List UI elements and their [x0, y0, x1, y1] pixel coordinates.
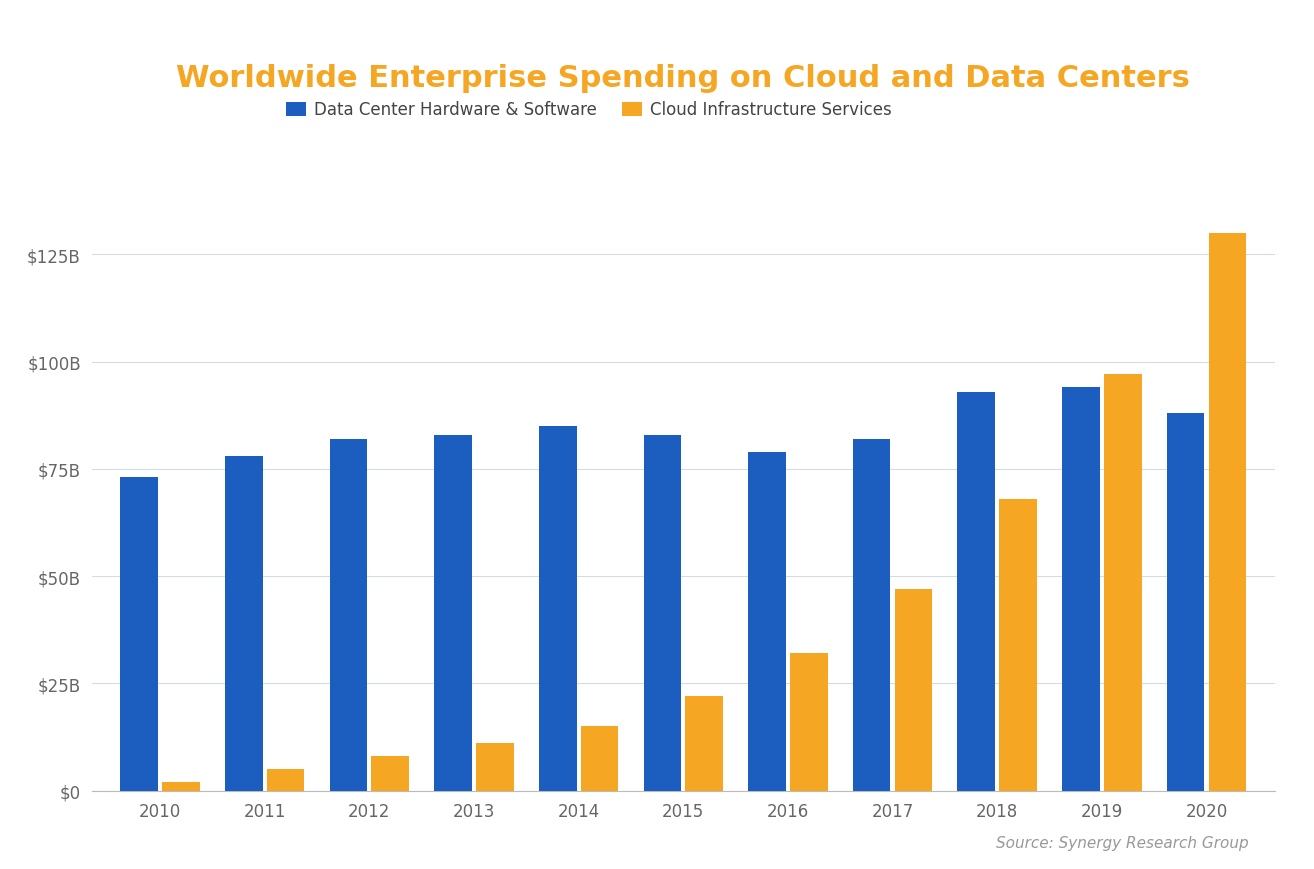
Bar: [1000, 500, 1037, 791]
Bar: [853, 440, 891, 791]
Bar: [225, 456, 263, 791]
Bar: [644, 435, 681, 791]
Text: Source: Synergy Research Group: Source: Synergy Research Group: [996, 835, 1248, 850]
Bar: [121, 478, 158, 791]
Bar: [539, 427, 577, 791]
Bar: [162, 782, 200, 791]
Bar: [476, 744, 514, 791]
Bar: [1062, 388, 1100, 791]
Bar: [434, 435, 472, 791]
Bar: [1104, 375, 1142, 791]
Bar: [581, 726, 619, 791]
Bar: [1167, 414, 1205, 791]
Bar: [267, 769, 305, 791]
Legend: Data Center Hardware & Software, Cloud Infrastructure Services: Data Center Hardware & Software, Cloud I…: [285, 102, 892, 119]
Bar: [958, 392, 995, 791]
Bar: [895, 589, 933, 791]
Bar: [748, 452, 786, 791]
Bar: [686, 696, 723, 791]
Bar: [372, 757, 409, 791]
Bar: [790, 653, 828, 791]
Bar: [330, 440, 367, 791]
Title: Worldwide Enterprise Spending on Cloud and Data Centers: Worldwide Enterprise Spending on Cloud a…: [176, 64, 1190, 93]
Bar: [1209, 234, 1246, 791]
